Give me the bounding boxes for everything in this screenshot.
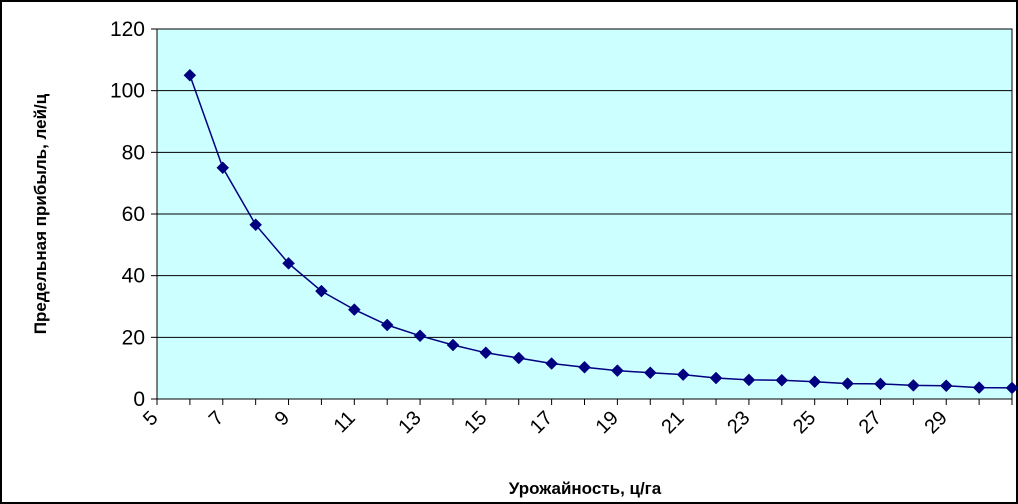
data-point xyxy=(1005,381,1018,395)
y-tick-label: 40 xyxy=(122,265,145,288)
data-point xyxy=(709,371,723,385)
data-point xyxy=(216,161,230,175)
y-axis: 0 20 40 60 80 100 120 xyxy=(110,18,158,411)
data-point xyxy=(676,368,690,381)
data-point xyxy=(972,381,986,394)
data-point xyxy=(413,329,427,343)
data-point xyxy=(742,373,756,387)
data-point xyxy=(446,338,460,352)
data-point xyxy=(512,351,526,365)
data-point xyxy=(939,379,953,393)
data-point xyxy=(545,357,558,370)
series-group xyxy=(183,68,1018,395)
data-point xyxy=(347,303,361,316)
y-tick-label: 120 xyxy=(110,18,145,41)
data-point xyxy=(643,366,657,380)
data-point xyxy=(282,256,295,270)
data-point xyxy=(906,379,920,392)
y-tick-label: 20 xyxy=(122,326,145,349)
data-point xyxy=(183,68,197,82)
data-point xyxy=(479,346,493,360)
y-tick-label: 80 xyxy=(122,141,145,164)
data-point xyxy=(775,373,789,387)
data-point xyxy=(841,377,854,390)
y-tick-label: 100 xyxy=(110,80,145,103)
data-point xyxy=(578,360,591,374)
y-axis-title: Предельная прибыль, лей/ц xyxy=(31,93,50,334)
y-tick-label: 60 xyxy=(122,203,145,226)
y-tick-label: 0 xyxy=(133,388,145,411)
gridlines xyxy=(157,28,1012,338)
data-point xyxy=(315,284,328,298)
data-point xyxy=(874,377,887,391)
data-point xyxy=(611,364,624,377)
x-axis-title: Урожайность, ц/га xyxy=(509,479,662,498)
data-point xyxy=(808,375,822,389)
data-point xyxy=(249,218,263,232)
data-point xyxy=(380,318,394,332)
